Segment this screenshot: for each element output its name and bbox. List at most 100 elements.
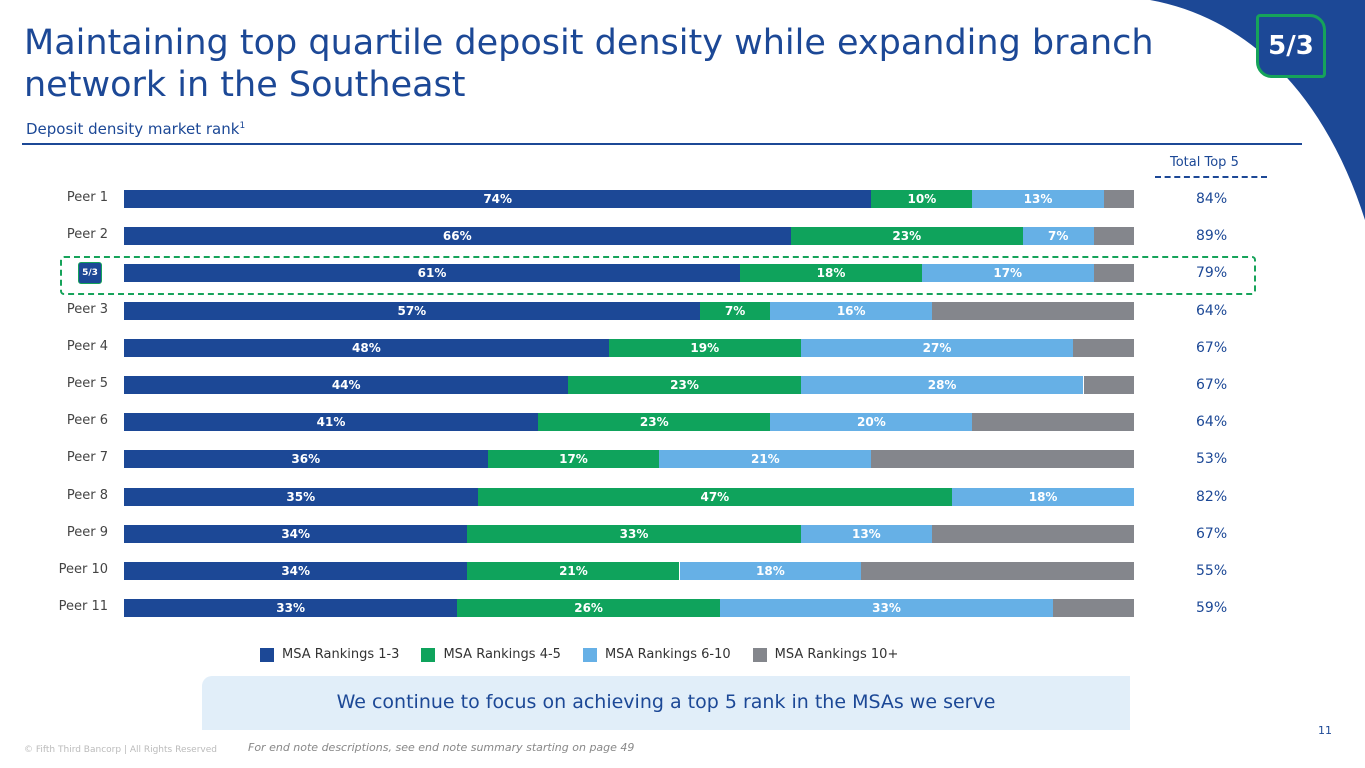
data-label: 33% bbox=[872, 601, 901, 615]
data-label: 17% bbox=[993, 266, 1023, 280]
bar-segment: 26% bbox=[457, 599, 720, 617]
data-label: 61% bbox=[417, 266, 447, 280]
fifth-third-highlight bbox=[60, 256, 1256, 295]
data-label: 20% bbox=[857, 415, 886, 429]
bar-segment: 20% bbox=[770, 413, 973, 431]
category-label: Peer 3 bbox=[66, 302, 108, 317]
data-label: 34% bbox=[281, 527, 311, 541]
bar-segment: 27% bbox=[800, 339, 1074, 357]
data-label: 21% bbox=[559, 564, 588, 578]
data-label: 18% bbox=[756, 564, 785, 578]
bar-segment: 18% bbox=[740, 264, 922, 282]
data-label: 23% bbox=[892, 229, 922, 243]
category-label: Peer 5 bbox=[66, 376, 108, 391]
legend-label: MSA Rankings 4-5 bbox=[443, 647, 561, 662]
data-label: 18% bbox=[816, 266, 846, 280]
category-label: Peer 7 bbox=[66, 450, 108, 465]
bar-segment: 13% bbox=[800, 525, 932, 543]
bar-segment: 28% bbox=[800, 376, 1084, 394]
end-note: For end note descriptions, see end note … bbox=[248, 741, 635, 754]
data-label: 33% bbox=[276, 601, 306, 615]
title-rule bbox=[22, 143, 1302, 145]
bar-segment: 17% bbox=[487, 450, 660, 468]
legend-label: MSA Rankings 6-10 bbox=[604, 647, 731, 662]
data-label: 10% bbox=[907, 192, 937, 206]
chart-subtitle: Deposit density market rank1 bbox=[26, 120, 245, 138]
bar-segment: 66% bbox=[124, 227, 791, 245]
callout-banner: We continue to focus on achieving a top … bbox=[202, 676, 1130, 730]
footnote-marker: 1 bbox=[239, 121, 246, 131]
bar-segment bbox=[1093, 227, 1134, 245]
category-label: Peer 6 bbox=[66, 413, 108, 428]
data-label: 47% bbox=[700, 490, 730, 504]
legend-swatch bbox=[421, 647, 436, 662]
category-label: Peer 4 bbox=[66, 339, 108, 354]
bar-segment bbox=[871, 450, 1134, 468]
data-label: 27% bbox=[922, 341, 952, 355]
bar-segment: 34% bbox=[124, 525, 468, 543]
legend-label: MSA Rankings 10+ bbox=[774, 647, 899, 662]
total-top5-value: 55% bbox=[1196, 563, 1228, 579]
bar-segment bbox=[1103, 190, 1134, 208]
copyright: © Fifth Third Bancorp | All Rights Reser… bbox=[24, 745, 217, 755]
data-label: 41% bbox=[316, 415, 346, 429]
data-label: 48% bbox=[352, 341, 381, 355]
data-label: 26% bbox=[574, 601, 603, 615]
bar-segment: 34% bbox=[124, 562, 468, 580]
bar-segment: 18% bbox=[679, 562, 862, 580]
total-top5-value: 79% bbox=[1196, 265, 1228, 281]
bar-segment bbox=[972, 413, 1134, 431]
bar-segment: 48% bbox=[124, 339, 609, 357]
bar-segment bbox=[932, 525, 1134, 543]
total-top5-value: 67% bbox=[1196, 526, 1228, 542]
bar-segment bbox=[1083, 376, 1134, 394]
data-label: 36% bbox=[291, 452, 321, 466]
data-label: 19% bbox=[690, 341, 720, 355]
bar-segment: 36% bbox=[124, 450, 488, 468]
total-top5-value: 67% bbox=[1196, 377, 1228, 393]
bar-segment: 33% bbox=[467, 525, 801, 543]
data-label: 7% bbox=[1048, 229, 1069, 243]
fifth-third-logo-label: 5/3 bbox=[78, 262, 102, 284]
subtitle-text: Deposit density market rank bbox=[26, 120, 240, 138]
data-label: 16% bbox=[836, 304, 866, 318]
legend: MSA Rankings 1-3 MSA Rankings 4-5 MSA Rank… bbox=[260, 647, 898, 662]
bar-segment: 57% bbox=[124, 302, 700, 320]
category-label: Peer 8 bbox=[66, 488, 108, 503]
category-label: Peer 1 bbox=[66, 190, 108, 205]
bar-segment: 23% bbox=[538, 413, 771, 431]
data-label: 13% bbox=[1023, 192, 1053, 206]
total-top5-value: 82% bbox=[1196, 489, 1228, 505]
bar-segment: 10% bbox=[871, 190, 973, 208]
total-top5-value: 89% bbox=[1196, 228, 1228, 244]
bar-segment: 35% bbox=[124, 488, 478, 506]
data-label: 28% bbox=[927, 378, 957, 392]
total-top5-value: 64% bbox=[1196, 414, 1228, 430]
legend-item: MSA Rankings 6-10 bbox=[582, 647, 731, 662]
category-label: Peer 2 bbox=[66, 227, 108, 242]
data-label: 34% bbox=[281, 564, 311, 578]
total-top5-value: 84% bbox=[1196, 191, 1228, 207]
legend-swatch bbox=[260, 647, 274, 662]
data-label: 7% bbox=[724, 304, 746, 318]
data-label: 44% bbox=[331, 378, 361, 392]
bar-segment: 33% bbox=[719, 599, 1054, 617]
total-header-rule bbox=[1155, 176, 1267, 178]
data-label: 33% bbox=[619, 527, 649, 541]
bar-segment: 7% bbox=[699, 302, 771, 320]
total-top5-header: Total Top 5 bbox=[1170, 155, 1239, 170]
bar-segment bbox=[932, 302, 1134, 320]
bar-segment: 7% bbox=[1022, 227, 1094, 245]
fifth-third-logo: 5/3 bbox=[1256, 14, 1326, 78]
total-top5-value: 53% bbox=[1196, 451, 1228, 467]
data-label: 13% bbox=[851, 527, 881, 541]
bar-segment bbox=[1053, 599, 1134, 617]
bar-segment: 21% bbox=[659, 450, 872, 468]
bar-segment: 23% bbox=[790, 227, 1023, 245]
total-top5-value: 67% bbox=[1196, 340, 1228, 356]
data-label: 17% bbox=[559, 452, 588, 466]
legend-swatch bbox=[582, 647, 597, 662]
legend-item: MSA Rankings 10+ bbox=[752, 647, 899, 662]
legend-item: MSA Rankings 1-3 bbox=[260, 647, 399, 662]
category-label: Peer 9 bbox=[66, 525, 108, 540]
